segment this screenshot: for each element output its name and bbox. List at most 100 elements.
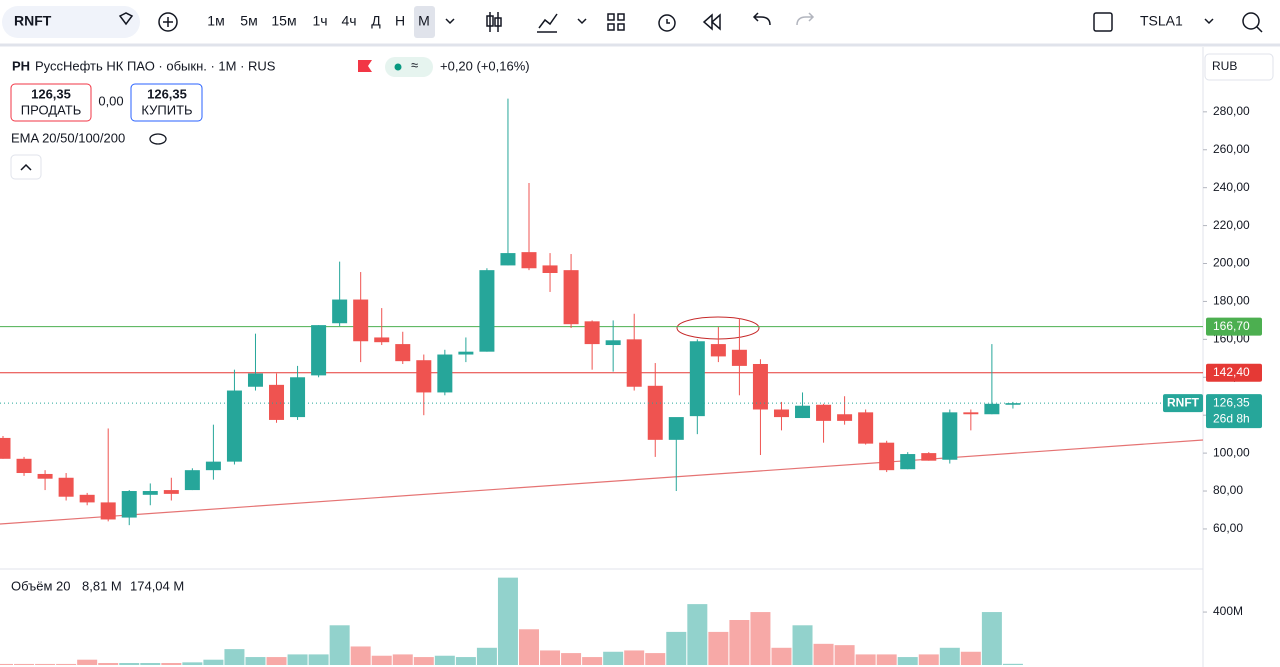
y-tick-label: 220,00 — [1213, 218, 1250, 232]
volume-bar — [98, 663, 119, 665]
collapse-button[interactable] — [10, 154, 42, 180]
buy-button[interactable] — [130, 83, 203, 122]
candle-body — [563, 270, 579, 325]
flag[interactable] — [358, 60, 372, 72]
status-pill[interactable] — [385, 57, 433, 77]
interval[interactable]: Д — [371, 13, 381, 29]
indicator-menu[interactable] — [577, 18, 587, 25]
volume-bar — [119, 663, 140, 665]
volume-bar — [56, 663, 77, 665]
volume-bar — [687, 604, 708, 665]
y-tick-label: 80,00 — [1213, 483, 1243, 497]
templates[interactable] — [607, 13, 625, 31]
plot: 60,0080,00100,00120,00140,00160,00180,00… — [0, 98, 1262, 665]
interval[interactable]: Н — [395, 13, 405, 29]
price-tag-label: 142,40 — [1213, 365, 1250, 379]
sell-label[interactable]: ПРОДАТЬ — [21, 102, 82, 117]
price-tag — [1206, 317, 1262, 336]
add-symbol-plus — [163, 17, 173, 27]
currency[interactable]: RUB — [1212, 59, 1237, 73]
interval[interactable]: 1м — [207, 13, 224, 29]
candle-body — [816, 404, 832, 421]
chart-type[interactable] — [486, 12, 502, 32]
logo-text: PH — [12, 58, 30, 73]
y-tick-label: 260,00 — [1213, 142, 1250, 156]
volume-bar — [876, 654, 897, 665]
candle-body — [542, 265, 558, 273]
candle-body — [163, 490, 179, 494]
replay[interactable] — [702, 13, 721, 31]
candle-body — [752, 363, 768, 410]
toolbar — [0, 0, 1280, 44]
last-price-tag — [1206, 394, 1262, 429]
sell-price[interactable]: 126,35 — [31, 86, 71, 101]
indicators[interactable] — [537, 13, 558, 33]
add-symbol[interactable] — [158, 12, 178, 32]
buy-label[interactable]: КУПИТЬ — [141, 102, 192, 117]
volume-bar — [266, 657, 287, 665]
symbol[interactable]: RNFT — [14, 13, 52, 29]
volume-bar — [834, 645, 855, 665]
volume-bar — [729, 620, 750, 665]
candle-body — [0, 437, 11, 459]
candle-body — [479, 270, 495, 352]
undo[interactable] — [752, 12, 771, 26]
volume-bar — [519, 629, 539, 665]
candle-body — [332, 299, 348, 324]
logo — [12, 59, 28, 75]
trend-line — [0, 439, 1204, 525]
currency-button[interactable] — [1204, 53, 1274, 81]
symbol-tag-label: RNFT — [1167, 395, 1200, 409]
interval[interactable]: М — [418, 13, 430, 29]
search[interactable] — [1242, 12, 1260, 30]
candle-body — [142, 491, 158, 495]
layout-name[interactable]: TSLA1 — [1140, 13, 1183, 29]
interval[interactable]: 4ч — [341, 13, 356, 29]
interval[interactable]: 15м — [271, 13, 296, 29]
candle-body — [205, 461, 221, 471]
candle-body — [374, 337, 390, 343]
symbol-search[interactable] — [2, 6, 140, 38]
candle-body — [879, 442, 895, 471]
interval-menu[interactable] — [445, 18, 455, 25]
sell-button[interactable] — [10, 83, 92, 122]
volume-bar — [203, 659, 224, 665]
layout-icon[interactable] — [1093, 12, 1113, 32]
volume-bar — [981, 612, 1002, 665]
volume-bar — [603, 651, 624, 665]
candle-body — [795, 405, 811, 419]
volume-bar — [624, 650, 645, 665]
volume-bar — [645, 653, 666, 665]
candle-body — [942, 412, 958, 460]
price-tag — [1206, 363, 1262, 382]
volume-bar — [77, 659, 98, 665]
volume-bar — [224, 649, 245, 665]
visibility-icon[interactable] — [149, 133, 167, 145]
candle-body — [584, 321, 600, 345]
volume-bar — [918, 654, 939, 665]
candle-body — [416, 360, 432, 393]
alert[interactable] — [658, 14, 676, 32]
volume-bar — [455, 657, 476, 665]
layout-menu[interactable] — [1204, 18, 1214, 25]
volume-bar — [771, 647, 792, 665]
volume-bar — [708, 631, 729, 665]
candle-body — [79, 494, 95, 503]
candle-body — [500, 253, 516, 266]
volume-bar — [561, 653, 582, 665]
volume-bar — [750, 612, 771, 665]
symbol-icon[interactable] — [118, 12, 134, 26]
candle-body — [837, 414, 853, 421]
buy-price[interactable]: 126,35 — [147, 86, 187, 101]
candle-body — [226, 390, 242, 462]
interval[interactable]: 1ч — [312, 13, 327, 29]
interval[interactable]: 5м — [240, 13, 257, 29]
volume-bar — [582, 657, 603, 665]
intervals: 1м 5м 15м 1ч 4ч Д Н М — [207, 6, 435, 38]
y-tick-label: 280,00 — [1213, 104, 1250, 118]
indicator-label[interactable]: EMA 20/50/100/200 — [11, 130, 125, 145]
volume-bar — [350, 646, 371, 665]
collapse-icon — [20, 163, 32, 171]
volume-tick-label: 400M — [1213, 604, 1243, 618]
